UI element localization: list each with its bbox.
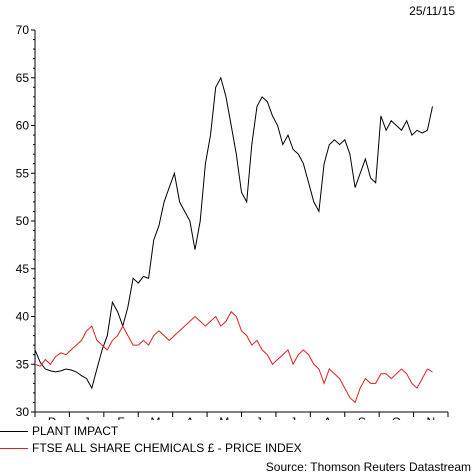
x-tick-label: A	[186, 415, 194, 420]
x-tick-label: M	[150, 415, 160, 420]
x-tick-label: J	[84, 415, 90, 420]
x-tick-label: J	[290, 415, 296, 420]
x-tick-label: M	[219, 415, 229, 420]
chart-plot-area	[34, 76, 433, 404]
legend-swatch-red	[0, 448, 28, 450]
legend-item-ftse-chemicals: FTSE ALL SHARE CHEMICALS £ - PRICE INDEX	[0, 441, 302, 455]
y-tick-label: 50	[16, 214, 30, 228]
x-tick-label: A	[324, 415, 332, 420]
y-tick-label: 60	[16, 119, 30, 133]
y-tick-label: 30	[16, 405, 30, 419]
x-tick-label: D	[48, 415, 57, 420]
x-tick-label: N	[426, 415, 435, 420]
legend-label: PLANT IMPACT	[32, 424, 119, 438]
line-chart: 30 35 40 45 50 55 60 65 70 D J F M A M J J A S O N	[16, 23, 449, 420]
series-line-1	[34, 310, 433, 404]
x-tick-label: S	[358, 415, 366, 420]
source-note: Source: Thomson Reuters Datastream	[265, 460, 471, 474]
x-tick-label: F	[117, 415, 124, 420]
chart-axes: 30 35 40 45 50 55 60 65 70 D J F M A M J J A S O N	[16, 23, 449, 420]
y-tick-label: 40	[16, 310, 30, 324]
y-tick-label: 35	[16, 357, 30, 371]
y-tick-label: 55	[16, 166, 30, 180]
date-label: 25/11/15	[409, 4, 455, 18]
x-tick-label: O	[392, 415, 401, 420]
legend-swatch-black	[0, 431, 28, 433]
y-tick-label: 70	[16, 23, 30, 37]
y-tick-label: 65	[16, 71, 30, 85]
legend-item-plant-impact: PLANT IMPACT	[0, 424, 118, 438]
legend-label: FTSE ALL SHARE CHEMICALS £ - PRICE INDEX	[32, 441, 302, 455]
x-tick-label: J	[256, 415, 262, 420]
y-tick-label: 45	[16, 262, 30, 276]
series-line-0	[34, 76, 433, 390]
